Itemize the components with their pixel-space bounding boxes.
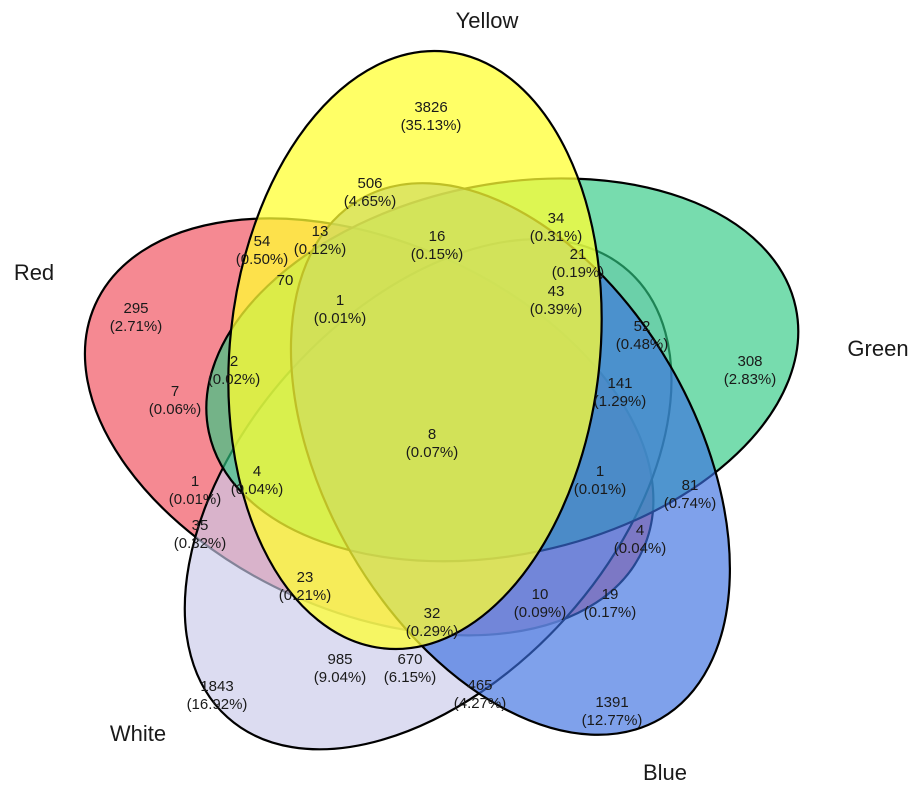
region-percent: (2.83%) <box>724 371 777 388</box>
region-percent: (0.12%) <box>294 241 347 258</box>
region-count: 295 <box>123 300 148 317</box>
region-percent: (0.19%) <box>552 264 605 281</box>
region-percent: (4.27%) <box>454 695 507 712</box>
region-percent: (0.01%) <box>574 481 627 498</box>
region-percent: (4.65%) <box>344 193 397 210</box>
region-percent: (0.07%) <box>406 444 459 461</box>
region-percent: (9.04%) <box>314 669 367 686</box>
region-count: 2 <box>230 353 238 370</box>
region-percent: (1.29%) <box>594 393 647 410</box>
region-count: 4 <box>636 522 644 539</box>
region-count: 985 <box>327 651 352 668</box>
region-count: 70 <box>277 272 294 289</box>
region-count: 8 <box>428 426 436 443</box>
region-count: 465 <box>467 677 492 694</box>
region-percent: (0.74%) <box>664 495 717 512</box>
region-count: 10 <box>532 586 549 603</box>
set-label-blue: Blue <box>643 760 687 785</box>
region-percent: (0.06%) <box>149 401 202 418</box>
set-label-white: White <box>110 721 166 746</box>
region-count: 19 <box>602 586 619 603</box>
region-percent: (0.32%) <box>174 535 227 552</box>
region-count: 1391 <box>595 694 628 711</box>
region-percent: (0.02%) <box>208 371 261 388</box>
region-percent: (0.31%) <box>530 228 583 245</box>
region-count: 13 <box>312 223 329 240</box>
region-count: 16 <box>429 228 446 245</box>
region-percent: (0.17%) <box>584 604 637 621</box>
region-count: 43 <box>548 283 565 300</box>
region-count: 52 <box>634 318 651 335</box>
region-count: 81 <box>682 477 699 494</box>
region-count: 4 <box>253 463 261 480</box>
region-percent: (0.09%) <box>514 604 567 621</box>
region-count: 23 <box>297 569 314 586</box>
set-label-yellow: Yellow <box>456 8 519 33</box>
region-percent: (0.48%) <box>616 336 669 353</box>
region-count: 506 <box>357 175 382 192</box>
region-percent: (0.01%) <box>169 491 222 508</box>
region-count: 32 <box>424 605 441 622</box>
region-percent: (35.13%) <box>401 117 462 134</box>
region-percent: (0.39%) <box>530 301 583 318</box>
region-percent: (0.29%) <box>406 623 459 640</box>
region-count: 34 <box>548 210 565 227</box>
set-ellipse-yellow <box>227 49 603 651</box>
region-percent: (16.92%) <box>187 696 248 713</box>
region-percent: (0.04%) <box>614 540 667 557</box>
region-count: 35 <box>192 517 209 534</box>
region-percent: (2.71%) <box>110 318 163 335</box>
region-count: 7 <box>171 383 179 400</box>
region-count: 670 <box>397 651 422 668</box>
region-count: 1 <box>596 463 604 480</box>
region-percent: (6.15%) <box>384 669 437 686</box>
region-count: 54 <box>254 233 271 250</box>
region-count: 1 <box>191 473 199 490</box>
region-count: 21 <box>570 246 587 263</box>
region-percent: (0.04%) <box>231 481 284 498</box>
region-count: 3826 <box>414 99 447 116</box>
region-percent: (0.01%) <box>314 310 367 327</box>
set-label-green: Green <box>847 336 908 361</box>
region-count: 1843 <box>200 678 233 695</box>
region-count: 141 <box>607 375 632 392</box>
set-label-red: Red <box>14 260 54 285</box>
region-count: 308 <box>737 353 762 370</box>
region-percent: (0.50%) <box>236 251 289 268</box>
region-percent: (12.77%) <box>582 712 643 729</box>
region-percent: (0.15%) <box>411 246 464 263</box>
region-count: 1 <box>336 292 344 309</box>
region-percent: (0.21%) <box>279 587 332 604</box>
